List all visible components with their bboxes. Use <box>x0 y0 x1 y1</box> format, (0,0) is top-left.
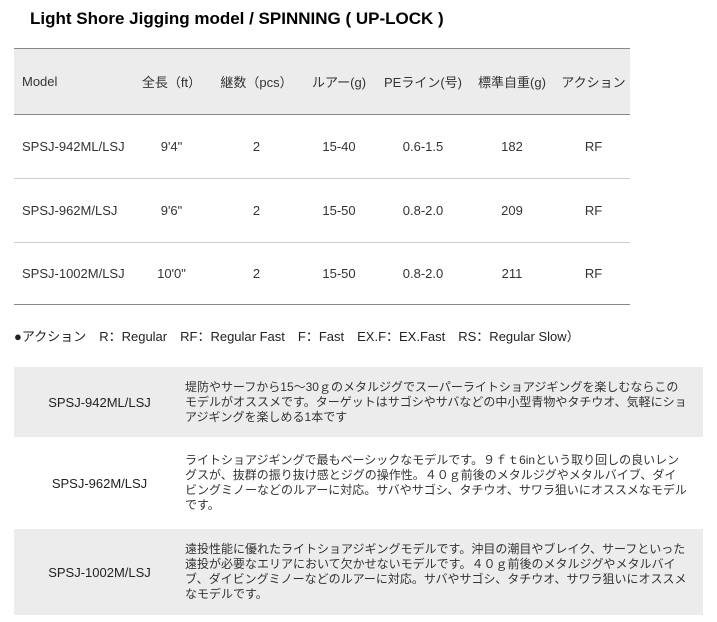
table-row: SPSJ-942ML/LSJ 9'4" 2 15-40 0.6-1.5 182 … <box>14 114 630 179</box>
spec-header-row: Model 全長（ft） 継数（pcs） ルアー(g) PEライン(号) 標準自… <box>14 48 630 115</box>
col-header-pieces: 継数（pcs） <box>220 75 293 90</box>
cell-pieces: 2 <box>252 139 261 154</box>
col-header-lure: ルアー(g) <box>311 75 367 90</box>
description-row: SPSJ-1002M/LSJ 遠投性能に優れたライトショアジギングモデルです。沖… <box>14 529 703 615</box>
col-header-action: アクション <box>561 75 626 90</box>
legend-item-regular: R：Regular <box>99 329 168 344</box>
cell-model: SPSJ-942ML/LSJ <box>22 139 125 154</box>
cell-lure: 15-40 <box>322 139 356 154</box>
legend-label: ●アクション <box>14 329 87 344</box>
model-description: 堤防やサーフから15～30ｇのメタルジグでスーパーライトショアジギングを楽しむな… <box>185 379 687 424</box>
description-table: SPSJ-942ML/LSJ 堤防やサーフから15～30ｇのメタルジグでスーパー… <box>14 367 703 615</box>
cell-lure: 15-50 <box>322 203 356 218</box>
table-row: SPSJ-962M/LSJ 9'6" 2 15-50 0.8-2.0 209 R… <box>14 178 630 243</box>
cell-model: SPSJ-962M/LSJ <box>22 203 118 218</box>
cell-length: 9'6" <box>160 203 183 218</box>
legend-item-regular-slow: RS：Regular Slow） <box>458 329 580 344</box>
legend-item-regular-fast: RF：Regular Fast <box>180 329 285 344</box>
cell-weight: 182 <box>501 139 523 154</box>
cell-action: RF <box>584 139 603 154</box>
cell-pe-line: 0.8-2.0 <box>402 266 444 281</box>
description-row: SPSJ-942ML/LSJ 堤防やサーフから15～30ｇのメタルジグでスーパー… <box>14 367 703 437</box>
action-legend: ●アクション R：Regular RF：Regular Fast F：Fast EX.F… <box>14 326 717 345</box>
cell-pe-line: 0.8-2.0 <box>402 203 444 218</box>
cell-action: RF <box>584 266 603 281</box>
page: Light Shore Jigging model / SPINNING ( U… <box>0 9 717 615</box>
cell-pieces: 2 <box>252 203 261 218</box>
model-name: SPSJ-1002M/LSJ <box>48 564 151 580</box>
cell-pieces: 2 <box>252 266 261 281</box>
col-header-weight: 標準自重(g) <box>478 75 546 90</box>
cell-action: RF <box>584 203 603 218</box>
page-title: Light Shore Jigging model / SPINNING ( U… <box>30 9 444 28</box>
model-description: 遠投性能に優れたライトショアジギングモデルです。沖目の潮目やブレイク、サーフとい… <box>185 542 687 601</box>
cell-model: SPSJ-1002M/LSJ <box>22 266 125 281</box>
col-header-length: 全長（ft） <box>141 75 202 90</box>
col-header-pe-line: PEライン(号) <box>383 75 462 90</box>
col-header-model: Model <box>22 74 58 89</box>
cell-length: 9'4" <box>160 139 183 154</box>
table-row: SPSJ-1002M/LSJ 10'0" 2 15-50 0.8-2.0 211… <box>14 242 630 305</box>
cell-pe-line: 0.6-1.5 <box>402 139 444 154</box>
model-description: ライトショアジギングで最もベーシックなモデルです。９ｆｔ6inという取り回しの良… <box>185 453 687 512</box>
cell-weight: 211 <box>501 266 523 281</box>
spec-table: Model 全長（ft） 継数（pcs） ルアー(g) PEライン(号) 標準自… <box>14 48 630 305</box>
model-name: SPSJ-962M/LSJ <box>51 475 148 491</box>
cell-lure: 15-50 <box>322 266 356 281</box>
legend-item-ex-fast: EX.F：EX.Fast <box>357 329 446 344</box>
model-name: SPSJ-942ML/LSJ <box>48 394 151 410</box>
legend-item-fast: F：Fast <box>297 329 345 344</box>
cell-weight: 209 <box>501 203 523 218</box>
description-row: SPSJ-962M/LSJ ライトショアジギングで最もベーシックなモデルです。９… <box>14 437 703 529</box>
cell-length: 10'0" <box>157 266 186 281</box>
